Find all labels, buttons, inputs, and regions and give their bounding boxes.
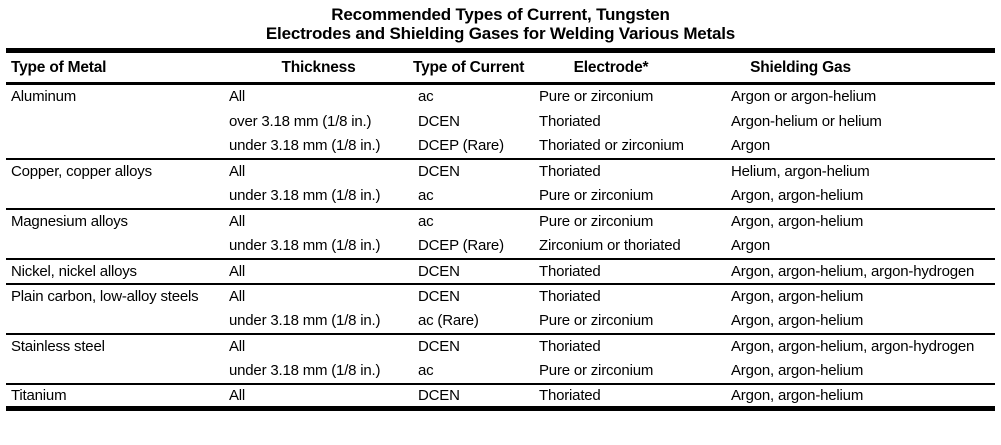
- column-header-type-of-current: Type of Current: [413, 58, 525, 76]
- column-header-electrode: Electrode*: [573, 58, 649, 76]
- cell-electrode: Thoriated or zirconium: [539, 137, 684, 154]
- cell-electrode: Pure or zirconium: [539, 312, 654, 329]
- cell-thickness: All: [229, 213, 246, 230]
- welding-recommendations-table: Type of Metal Thickness Type of Current …: [6, 48, 995, 411]
- cell-shielding-gas: Argon, argon-helium: [731, 187, 864, 204]
- cell-type-of-metal: [6, 359, 224, 384]
- table-title: Recommended Types of Current, Tungsten E…: [6, 0, 995, 43]
- column-header-type-of-metal: Type of Metal: [11, 58, 107, 76]
- cell-thickness: All: [229, 163, 246, 180]
- cell-shielding-gas: Argon, argon-helium: [731, 213, 864, 230]
- header-row: Type of Metal Thickness Type of Current …: [6, 51, 995, 84]
- table-row: Nickel, nickel alloys All DCEN Thoriated Arg…: [6, 258, 995, 284]
- cell-thickness: All: [229, 338, 246, 355]
- table-row: Plain carbon, low-alloy steels All DCEN Tho…: [6, 283, 995, 309]
- cell-electrode: Pure or zirconium: [539, 88, 654, 106]
- cell-electrode: Thoriated: [539, 386, 601, 404]
- table-row: under 3.18 mm (1/8 in.) DCEP (Rare) Zircon…: [6, 234, 995, 259]
- cell-type-of-current: ac: [418, 88, 434, 106]
- cell-thickness: over 3.18 mm (1/8 in.): [229, 112, 372, 130]
- table-row: under 3.18 mm (1/8 in.) ac Pure or zirconi…: [6, 184, 995, 209]
- cell-type-of-metal: Copper, copper alloys: [11, 163, 152, 180]
- cell-type-of-metal: Magnesium alloys: [11, 213, 128, 230]
- cell-shielding-gas: Argon, argon-helium: [731, 386, 864, 404]
- cell-electrode: Thoriated: [539, 338, 601, 355]
- table-row: Magnesium alloys All ac Pure or zirconium Ar…: [6, 208, 995, 234]
- cell-thickness: under 3.18 mm (1/8 in.): [229, 187, 381, 204]
- cell-type-of-current: DCEP (Rare): [418, 137, 504, 154]
- cell-thickness: All: [229, 262, 246, 280]
- cell-type-of-current: DCEN: [418, 112, 460, 130]
- cell-type-of-metal: Titanium: [11, 386, 67, 404]
- cell-type-of-metal: [6, 234, 224, 259]
- cell-shielding-gas: Argon-helium or helium: [731, 112, 882, 130]
- table-row: Titanium All DCEN Thoriated Argon, argon-hel…: [6, 383, 995, 409]
- table-row: under 3.18 mm (1/8 in.) ac (Rare) Pure or …: [6, 309, 995, 334]
- cell-electrode: Pure or zirconium: [539, 213, 654, 230]
- cell-type-of-current: DCEP (Rare): [418, 237, 504, 254]
- cell-shielding-gas: Argon, argon-helium: [731, 362, 864, 379]
- table-row: Copper, copper alloys All DCEN Thoriated Hel…: [6, 158, 995, 184]
- cell-thickness: under 3.18 mm (1/8 in.): [229, 312, 381, 329]
- cell-shielding-gas: Argon or argon-helium: [731, 88, 877, 106]
- table-row: over 3.18 mm (1/8 in.) DCEN Thoriated Argon…: [6, 109, 995, 134]
- table-title-line-2: Electrodes and Shielding Gases for Weldi…: [265, 24, 736, 43]
- column-header-shielding-gas: Shielding Gas: [750, 58, 851, 76]
- cell-thickness: under 3.18 mm (1/8 in.): [229, 362, 381, 379]
- cell-type-of-current: ac: [418, 362, 434, 379]
- cell-electrode: Thoriated: [539, 112, 601, 130]
- cell-electrode: Pure or zirconium: [539, 187, 654, 204]
- cell-thickness: under 3.18 mm (1/8 in.): [229, 137, 381, 154]
- cell-type-of-metal: Nickel, nickel alloys: [11, 262, 137, 280]
- cell-shielding-gas: Argon, argon-helium, argon-hydrogen: [731, 338, 975, 355]
- cell-type-of-current: ac: [418, 213, 434, 230]
- cell-shielding-gas: Helium, argon-helium: [731, 163, 870, 180]
- cell-type-of-metal: Stainless steel: [11, 338, 105, 355]
- cell-shielding-gas: Argon: [731, 137, 771, 154]
- cell-type-of-current: DCEN: [418, 262, 460, 280]
- column-header-thickness: Thickness: [281, 58, 356, 76]
- cell-type-of-metal: Aluminum: [11, 88, 77, 106]
- table-row: Stainless steel All DCEN Thoriated Argon, ar…: [6, 333, 995, 359]
- table-row: under 3.18 mm (1/8 in.) DCEP (Rare) Thoria…: [6, 134, 995, 159]
- cell-shielding-gas: Argon, argon-helium, argon-hydrogen: [731, 262, 975, 280]
- cell-thickness: All: [229, 386, 246, 404]
- cell-shielding-gas: Argon, argon-helium: [731, 288, 864, 305]
- cell-type-of-current: ac: [418, 187, 434, 204]
- table-row: Aluminum All ac Pure or zirconium Argon or a…: [6, 84, 995, 109]
- cell-shielding-gas: Argon, argon-helium: [731, 312, 864, 329]
- cell-shielding-gas: Argon: [731, 237, 771, 254]
- cell-electrode: Thoriated: [539, 163, 601, 180]
- cell-thickness: under 3.18 mm (1/8 in.): [229, 237, 381, 254]
- table-row: under 3.18 mm (1/8 in.) ac Pure or zirconi…: [6, 359, 995, 384]
- cell-type-of-current: ac (Rare): [418, 312, 479, 329]
- cell-type-of-metal: Plain carbon, low-alloy steels: [11, 288, 199, 305]
- cell-type-of-current: DCEN: [418, 386, 460, 404]
- cell-thickness: All: [229, 288, 246, 305]
- table-body: Aluminum All ac Pure or zirconium Argon or a…: [6, 84, 995, 409]
- cell-type-of-metal: [6, 134, 224, 159]
- cell-type-of-current: DCEN: [418, 163, 460, 180]
- cell-type-of-metal: [6, 309, 224, 334]
- cell-type-of-metal: [6, 184, 224, 209]
- cell-thickness: All: [229, 88, 246, 106]
- cell-electrode: Thoriated: [539, 288, 601, 305]
- table-title-line-1: Recommended Types of Current, Tungsten: [331, 5, 670, 24]
- cell-electrode: Zirconium or thoriated: [539, 237, 681, 254]
- cell-type-of-current: DCEN: [418, 338, 460, 355]
- cell-electrode: Thoriated: [539, 262, 601, 280]
- cell-type-of-metal: [6, 109, 224, 134]
- cell-electrode: Pure or zirconium: [539, 362, 654, 379]
- cell-type-of-current: DCEN: [418, 288, 460, 305]
